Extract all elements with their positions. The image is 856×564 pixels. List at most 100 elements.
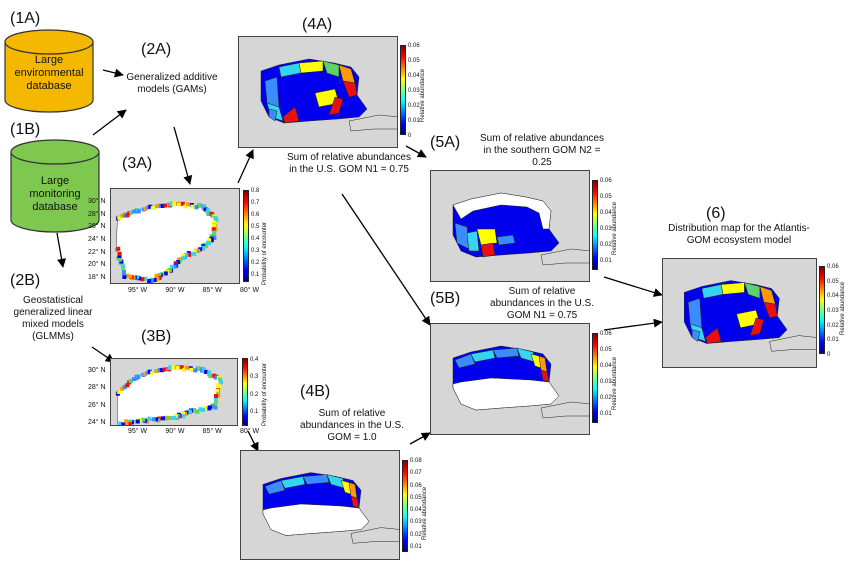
arrow-4b-5b: [409, 432, 431, 445]
encounter-cell: [156, 204, 161, 209]
encounter-cell: [157, 273, 162, 278]
encounter-cell: [136, 209, 141, 214]
encounter-cell: [157, 275, 162, 280]
encounter-cell: [169, 264, 174, 269]
encounter-cell: [214, 394, 218, 398]
colorbar-tick: 0.02: [600, 395, 612, 401]
sum-5a-text: Sum of relative abundances in the southe…: [480, 133, 604, 168]
encounter-cell: [124, 419, 129, 424]
label-5b: (5B): [430, 290, 461, 307]
encounter-cell: [215, 388, 220, 393]
encounter-cell: [197, 203, 202, 208]
encounter-cell: [207, 238, 212, 243]
colorbar-tick: 0.05: [600, 194, 612, 200]
encounter-cell: [128, 419, 132, 424]
sum-5b-text: Sum of relative abundances in the U.S. G…: [490, 286, 594, 321]
arrow-1b-2a: [92, 109, 127, 136]
map-3a: [110, 188, 240, 284]
encounter-cell: [162, 367, 167, 372]
lat-tick-label: 22° N: [88, 248, 106, 256]
encounter-cell: [201, 245, 206, 250]
encounter-cell: [154, 273, 159, 278]
dist-6-text: Distribution map for the Atlantis-GOM ec…: [668, 223, 810, 246]
colorbar-tick: 0.04: [410, 507, 422, 514]
abundance-zone: [454, 353, 476, 369]
encounter-cell: [135, 275, 139, 280]
encounter-cell: [127, 422, 132, 425]
encounter-cell: [184, 365, 189, 370]
encounter-cell: [117, 389, 122, 394]
map-5b-svg: [452, 345, 589, 419]
encounter-cell: [161, 416, 165, 421]
arrow-2a-3a: [173, 126, 193, 185]
colorbar-4a-label: Relative abundance: [420, 68, 426, 122]
encounter-cell: [187, 409, 192, 414]
encounter-cell: [183, 204, 188, 209]
encounter-cell: [122, 385, 127, 390]
encounter-cell: [203, 207, 208, 212]
encounter-cell: [163, 203, 168, 208]
encounter-cell: [156, 418, 161, 423]
lon-tick-label: 90° W: [165, 287, 185, 294]
encounter-cell: [181, 411, 186, 416]
encounter-cell: [213, 397, 218, 402]
arrow-4a-5b: [341, 193, 431, 326]
encounter-cell: [120, 386, 125, 391]
colorbar-3a-label: Probability of encounter: [262, 221, 268, 285]
encounter-cell: [129, 210, 134, 215]
abundance-zone: [282, 106, 300, 124]
lat-tick-label: 28° N: [88, 384, 106, 392]
abundance-zone: [476, 228, 498, 246]
arrow-1b-2b: [56, 232, 67, 268]
lat-tick-label: 30° N: [88, 198, 106, 205]
encounter-cell: [172, 264, 177, 269]
encounter-cell: [143, 276, 148, 281]
southern-waters-empty: [262, 503, 370, 536]
label-4b: (4B): [300, 383, 331, 400]
abundance-zone: [687, 297, 703, 329]
map-5a: [430, 170, 590, 282]
encounter-cell: [152, 278, 157, 282]
label-6: (6): [706, 205, 726, 222]
lon-tick-label: 80° W: [240, 287, 260, 294]
encounter-cell: [125, 213, 130, 218]
encounter-cell: [208, 374, 213, 379]
encounter-cell: [206, 208, 211, 213]
encounter-cell: [141, 417, 146, 422]
cuba-landmass: [540, 248, 589, 266]
map-4b-svg: [262, 472, 399, 544]
encounter-cell: [216, 393, 221, 398]
lon-tick-label: 95° W: [128, 428, 148, 435]
map-6: [662, 258, 817, 368]
colorbar-tick: 0.04: [408, 73, 420, 79]
arrow-5b-6: [603, 318, 663, 331]
abundance-zone: [492, 347, 520, 359]
encounter-cell: [212, 224, 217, 228]
encounter-cell: [132, 209, 137, 214]
encounter-cell: [136, 375, 141, 380]
lon-tick-label: 90° W: [165, 428, 185, 435]
colorbar-tick: 0.1: [251, 272, 260, 278]
label-4a: (4A): [302, 16, 333, 33]
encounter-cell: [219, 380, 223, 385]
abundance-zone: [705, 327, 722, 344]
encounter-cell: [213, 400, 218, 405]
encounter-cell: [143, 206, 148, 211]
encounter-cell: [172, 202, 177, 206]
encounter-cell: [116, 246, 121, 251]
encounter-cell: [218, 377, 223, 382]
colorbar-4b: [402, 460, 408, 552]
encounter-cell: [168, 365, 173, 370]
encounter-cell: [159, 368, 164, 373]
abundance-zone: [264, 480, 286, 495]
colorbar-3b-label: Probability of encounter: [262, 362, 268, 426]
abundance-zone: [744, 282, 761, 299]
colorbar-tick: 0.02: [600, 242, 612, 248]
encounter-cell: [131, 419, 136, 424]
colorbar-6: [819, 266, 825, 354]
abundance-zone: [280, 476, 306, 489]
encounter-cell: [177, 414, 182, 419]
colorbar-tick: 0.02: [408, 103, 420, 109]
